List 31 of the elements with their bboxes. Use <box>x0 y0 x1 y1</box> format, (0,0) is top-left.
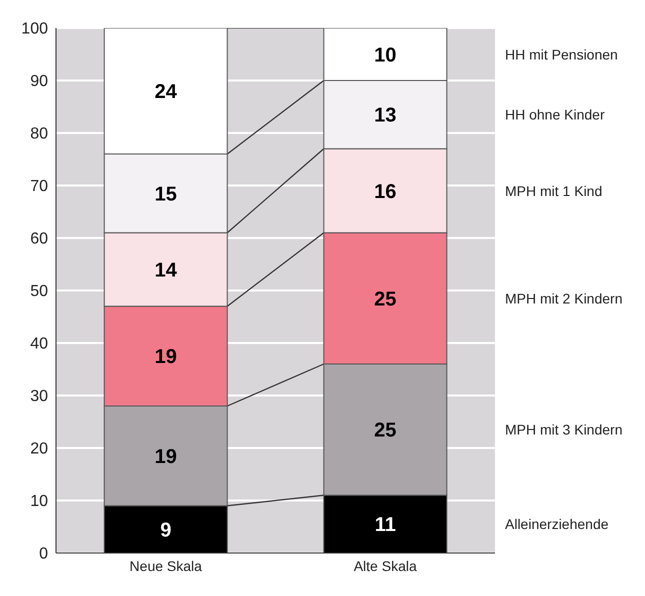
data-label: 25 <box>374 420 396 442</box>
data-label: 24 <box>154 81 178 103</box>
data-label: 10 <box>374 44 396 66</box>
data-label: 25 <box>374 288 396 310</box>
data-label: 19 <box>154 446 177 468</box>
data-label: 14 <box>154 260 178 282</box>
text: MPH mit 2 Kindern <box>505 290 622 306</box>
y-tick-label: 0 <box>39 546 48 563</box>
y-tick-label: 10 <box>30 493 48 510</box>
y-tick-label: 100 <box>21 20 48 38</box>
text: MPH mit 1 Kind <box>505 182 602 199</box>
data-label: 11 <box>374 514 396 536</box>
data-label: 15 <box>154 183 177 206</box>
y-tick-label: 20 <box>30 440 48 458</box>
x-tick-label: Alte Skala <box>354 558 417 574</box>
data-label: 13 <box>374 104 396 127</box>
text: HH ohne Kinder <box>505 106 605 123</box>
x-tick-label: Neue Skala <box>130 558 202 574</box>
text: MPH mit 3 Kindern <box>505 422 622 438</box>
y-tick-label: 60 <box>30 230 48 248</box>
y-tick-label: 40 <box>30 336 48 353</box>
y-tick-label: 70 <box>30 178 48 196</box>
y-tick-label: 30 <box>30 388 48 406</box>
text: Alleinerziehende <box>505 516 609 532</box>
data-label: 16 <box>374 180 396 203</box>
y-tick-label: 50 <box>30 283 48 300</box>
y-tick-label: 90 <box>30 73 48 90</box>
text: HH mit Pensionen <box>505 46 618 62</box>
data-label: 19 <box>154 346 177 368</box>
y-tick-label: 80 <box>30 126 48 143</box>
data-label: 9 <box>160 519 172 542</box>
